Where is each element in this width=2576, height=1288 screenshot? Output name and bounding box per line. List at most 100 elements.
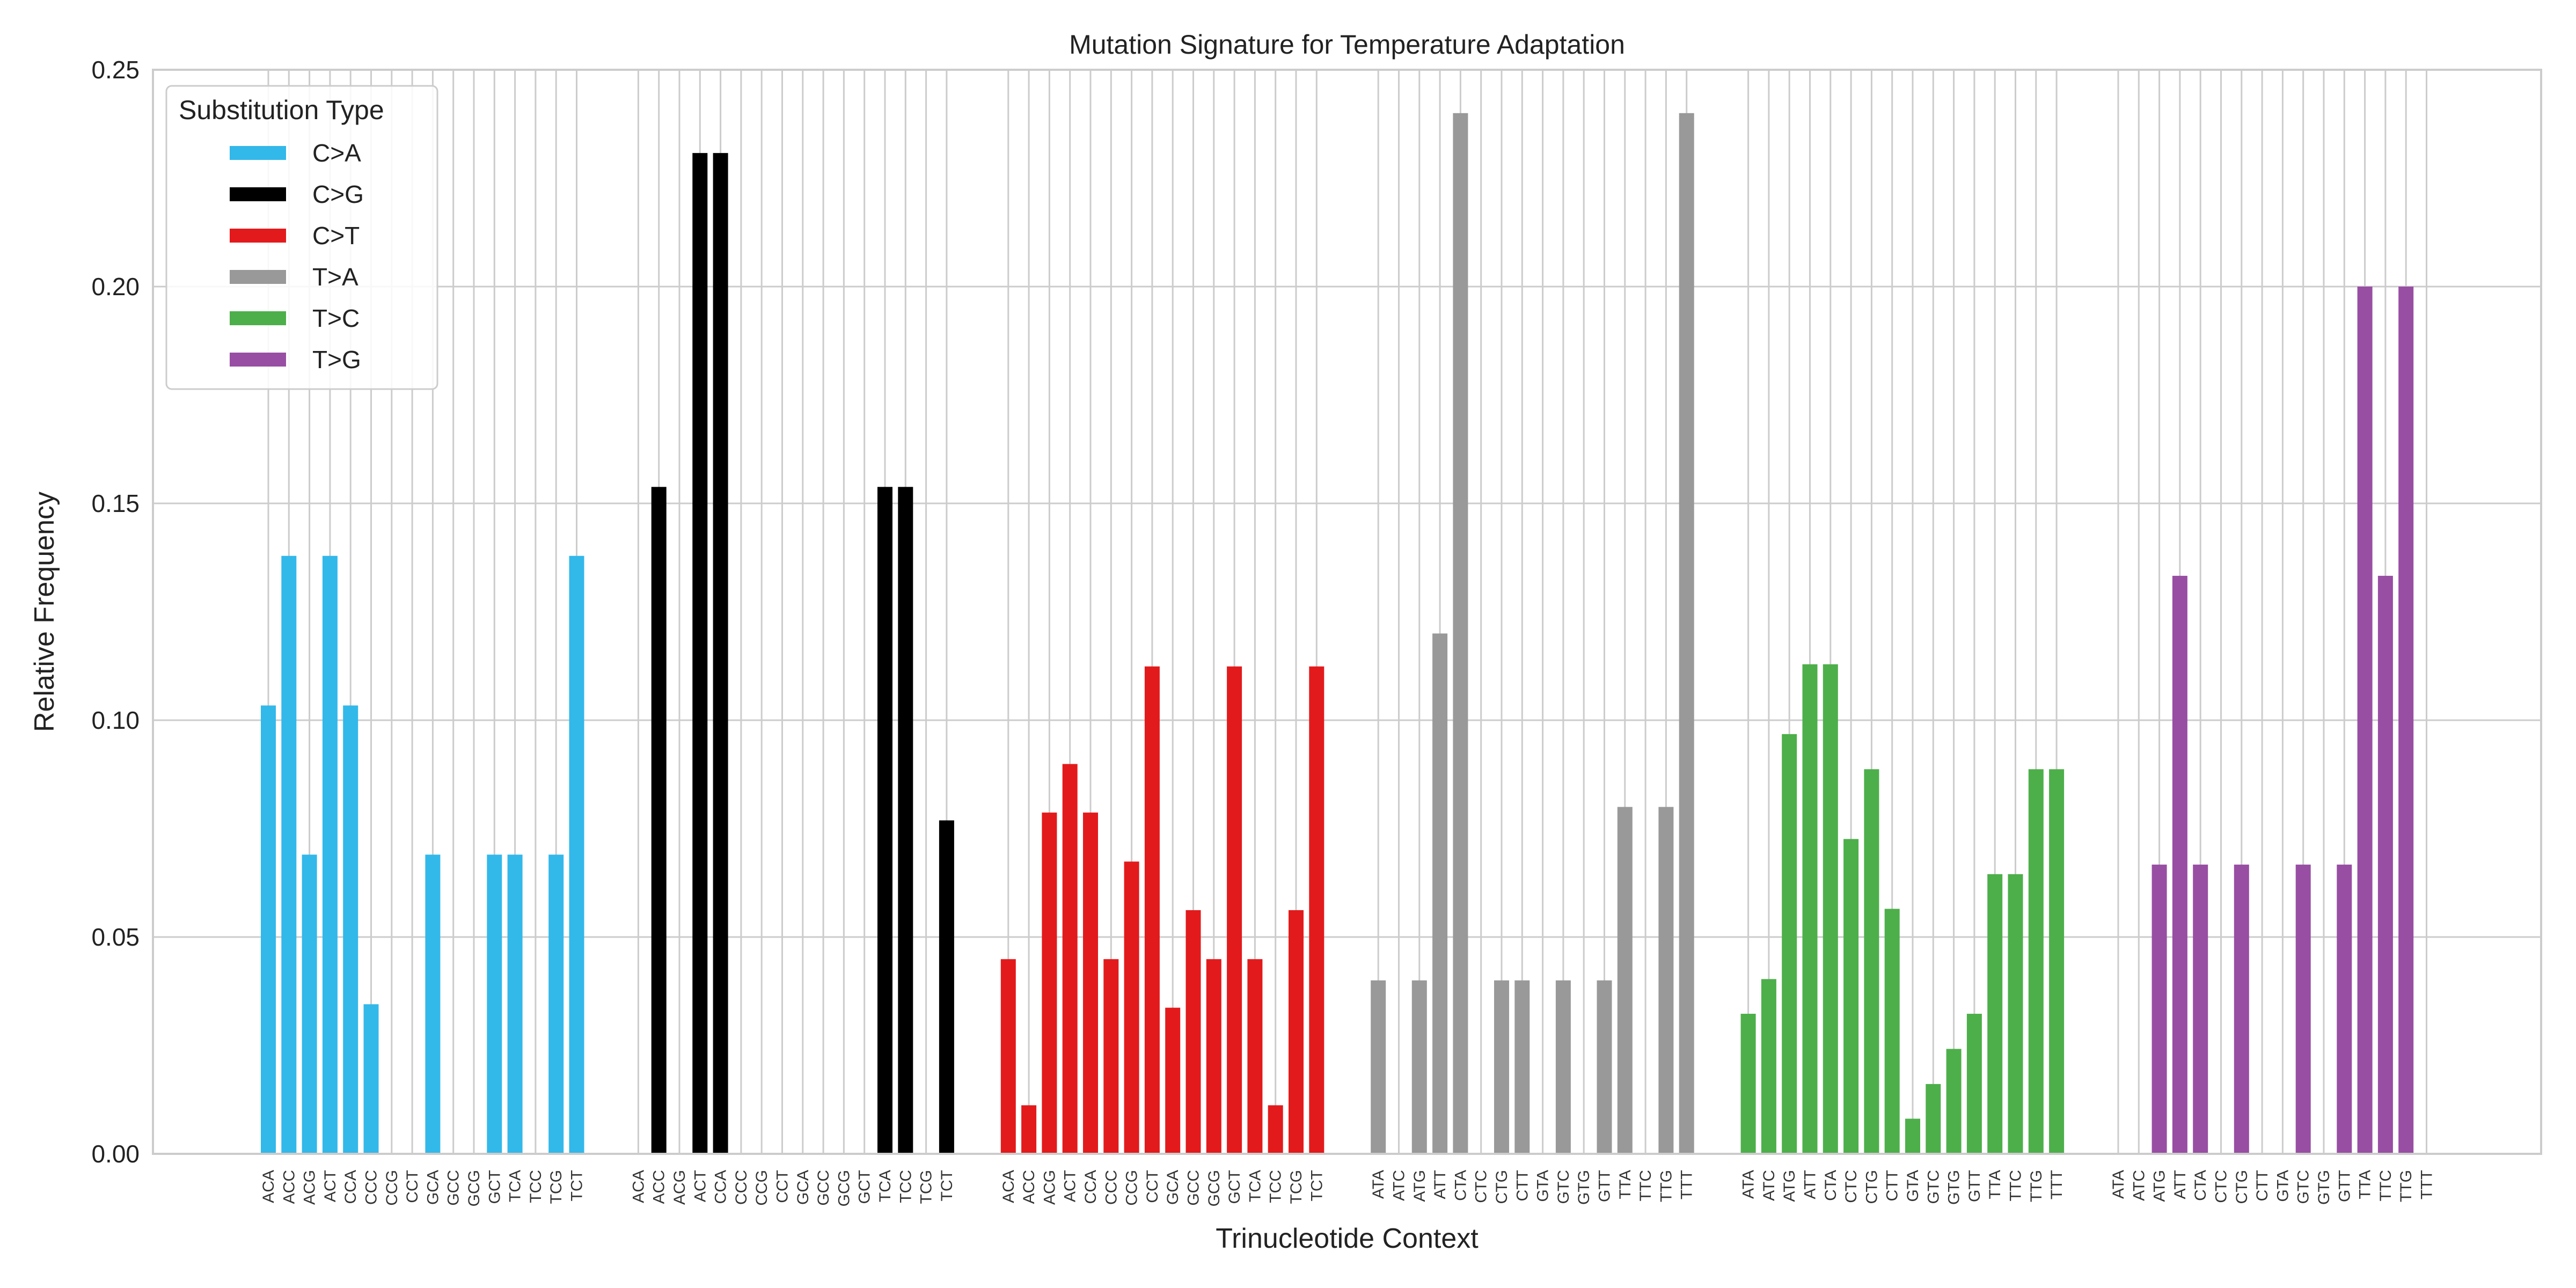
bar-T-A-CTA	[1453, 113, 1468, 1154]
x-tick-label: CCA	[1082, 1170, 1100, 1204]
x-tick-label: CCG	[1123, 1170, 1141, 1206]
x-tick-label: ATT	[2171, 1170, 2189, 1199]
bar-T-C-GTG	[1946, 1049, 1962, 1154]
bar-T-C-GTT	[1966, 1014, 1982, 1154]
x-tick-label: ACC	[280, 1170, 298, 1204]
x-tick-label: GCG	[1205, 1170, 1223, 1206]
x-tick-label: GCG	[465, 1170, 483, 1206]
legend-entry: T>C	[312, 304, 360, 332]
x-tick-label: ACA	[260, 1170, 277, 1203]
bar-T-A-ATA	[1371, 980, 1386, 1154]
x-tick-label: ATC	[1760, 1170, 1778, 1201]
x-tick-label: CTT	[2253, 1170, 2271, 1201]
bar-T-C-CTC	[1843, 839, 1859, 1154]
bar-C-A-ACG	[302, 854, 317, 1154]
bar-T-A-TTA	[1617, 807, 1633, 1154]
x-tick-label: GCA	[794, 1170, 812, 1205]
bar-C-A-TCA	[507, 854, 523, 1154]
bar-T-A-GTC	[1555, 980, 1571, 1154]
x-tick-label: GCG	[835, 1170, 853, 1206]
bar-C-T-TCC	[1268, 1105, 1283, 1154]
legend-entry: C>T	[312, 222, 360, 250]
x-tick-label: ACT	[1062, 1170, 1079, 1202]
x-tick-label: TTC	[2377, 1170, 2395, 1201]
bar-T-C-TTA	[1987, 874, 2003, 1154]
x-tick-label: CTG	[2233, 1170, 2251, 1204]
x-tick-label: CCC	[363, 1170, 380, 1205]
x-tick-label: TTT	[2048, 1170, 2066, 1199]
x-tick-label: GTT	[1596, 1170, 1614, 1202]
x-tick-label: ATT	[1431, 1170, 1449, 1199]
x-tick-label: GTC	[1924, 1170, 1942, 1204]
y-tick-label: 0.15	[91, 489, 140, 517]
legend-swatch	[230, 270, 286, 284]
bar-C-A-GCA	[425, 854, 441, 1154]
bar-C-G-ACT	[692, 153, 708, 1154]
bar-T-C-ATA	[1740, 1014, 1756, 1154]
x-tick-label: CCC	[1102, 1170, 1120, 1205]
bar-C-A-ACC	[281, 555, 297, 1154]
bar-C-T-CCT	[1144, 666, 1160, 1154]
x-tick-label: CCG	[383, 1170, 401, 1206]
bar-C-T-ACT	[1062, 764, 1078, 1154]
bar-C-A-TCT	[569, 555, 584, 1154]
x-tick-label: TCT	[568, 1170, 586, 1201]
x-axis-label: Trinucleotide Context	[1216, 1223, 1479, 1254]
x-tick-label: TTT	[1678, 1170, 1696, 1199]
x-tick-label: GTC	[2295, 1170, 2312, 1204]
legend-entry: T>A	[312, 263, 358, 291]
bar-T-C-TTC	[2008, 874, 2023, 1154]
x-tick-label: ATG	[2151, 1170, 2169, 1202]
bar-C-T-CCA	[1083, 813, 1098, 1154]
x-tick-label: TCA	[876, 1170, 894, 1202]
bar-T-C-TTT	[2049, 769, 2065, 1154]
x-tick-label: TCC	[897, 1170, 914, 1203]
x-tick-label: TCA	[1246, 1170, 1264, 1202]
bar-T-A-CTT	[1514, 980, 1530, 1154]
bar-T-G-TTG	[2398, 287, 2414, 1154]
x-tick-label: TCC	[1267, 1170, 1285, 1203]
x-tick-label: ATT	[1802, 1170, 1819, 1199]
x-tick-label: GCA	[424, 1170, 442, 1205]
bar-T-G-TTA	[2357, 287, 2373, 1154]
bar-C-T-TCA	[1247, 959, 1263, 1154]
x-tick-label: CCT	[1144, 1170, 1161, 1203]
y-tick-label: 0.00	[91, 1140, 140, 1168]
bar-C-T-ACC	[1021, 1105, 1037, 1154]
legend: Substitution Type C>A C>G C>T T>A T>C T>G	[165, 85, 438, 390]
legend-entry: T>G	[312, 346, 361, 374]
y-tick-label: 0.20	[91, 273, 140, 301]
bar-C-T-ACA	[1000, 959, 1016, 1154]
x-tick-label: CTC	[1473, 1170, 1490, 1203]
bar-C-T-GCT	[1227, 666, 1242, 1154]
chart-title: Mutation Signature for Temperature Adapt…	[1069, 30, 1625, 60]
x-tick-label: GCC	[445, 1170, 463, 1206]
bar-C-G-ACC	[651, 487, 667, 1154]
x-tick-label: ATA	[1740, 1170, 1758, 1199]
bar-C-A-ACA	[261, 705, 276, 1154]
bar-C-T-GCG	[1206, 959, 1221, 1154]
x-tick-label: GTC	[1555, 1170, 1572, 1204]
x-tick-label: GTG	[2315, 1170, 2333, 1205]
x-tick-label: CTA	[1822, 1170, 1840, 1201]
bar-C-T-CCC	[1103, 959, 1119, 1154]
legend-entry: C>G	[312, 180, 364, 208]
bar-T-C-ATT	[1802, 664, 1818, 1154]
bar-C-A-ACT	[322, 555, 338, 1154]
y-tick-label: 0.05	[91, 923, 140, 951]
x-tick-label: TTC	[1637, 1170, 1655, 1201]
x-tick-label: GCT	[486, 1170, 503, 1204]
bar-T-C-CTA	[1823, 664, 1838, 1154]
legend-entry: C>A	[312, 139, 361, 167]
legend-box	[165, 85, 438, 390]
bar-T-A-CTG	[1494, 980, 1509, 1154]
x-tick-label: ACT	[691, 1170, 709, 1202]
x-tick-label: ATC	[1391, 1170, 1408, 1201]
bar-T-G-GTC	[2295, 865, 2311, 1154]
x-tick-label: GTA	[2274, 1170, 2292, 1202]
y-ticks: 0.00 0.05 0.10 0.15 0.20 0.25	[91, 56, 140, 1168]
x-tick-label: TTG	[2028, 1170, 2045, 1202]
bar-T-G-ATT	[2172, 575, 2187, 1154]
bars	[261, 113, 2414, 1154]
x-tick-label: TTA	[2357, 1170, 2374, 1199]
